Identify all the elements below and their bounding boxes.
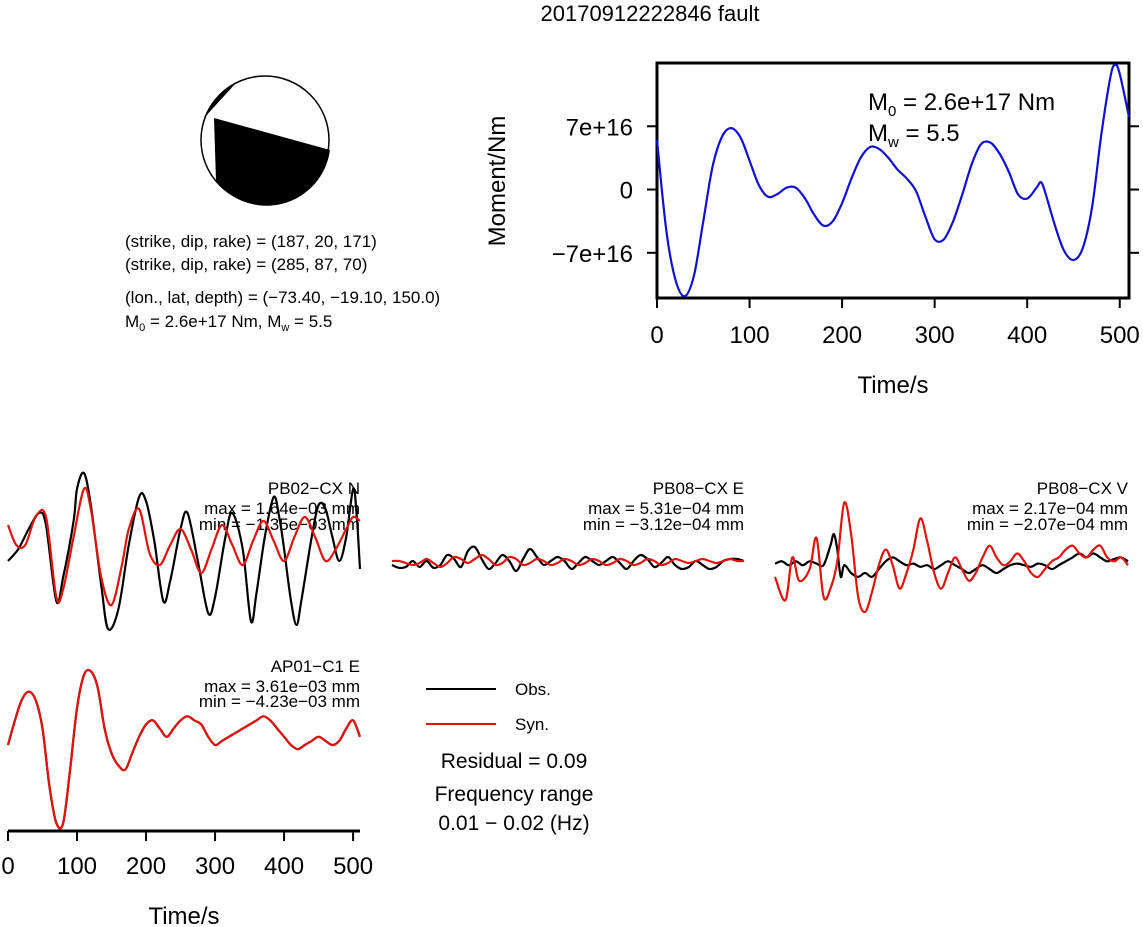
moment-rate-chart: 0 100 200 300 400 500 −7e+16 0 7e+16 Moment/Nm T…: [484, 61, 1140, 399]
moment-value: = 2.6e+17 Nm, M: [145, 312, 281, 331]
moment-ylabel: Moment/Nm: [484, 116, 511, 247]
frequency-range-title: Frequency range: [435, 783, 594, 806]
moment-x-tick-label: 100: [730, 322, 770, 349]
min-amplitude-label: min = −4.23e−03 mm: [199, 692, 360, 711]
waveform-panel-pb08-cx-e: PB08−CX E max = 5.31e−04 mm min = −3.12e…: [391, 479, 745, 573]
m0-value: = 2.6e+17 Nm: [896, 89, 1055, 116]
moment-xlabel: Time/s: [857, 372, 928, 399]
mw-prefix: M: [868, 120, 888, 147]
waveform-x-tick-label: 200: [126, 853, 166, 880]
beachball-compressional-wedge: [204, 84, 235, 118]
waveform-x-tick-label: 400: [264, 853, 304, 880]
moment-x-tick-label: 400: [1007, 322, 1047, 349]
moment-x-tick-label: 500: [1100, 322, 1140, 349]
max-amplitude-label: max = 5.31e−04 mm: [588, 499, 744, 518]
station-label: PB08−CX E: [653, 479, 744, 498]
station-label: AP01−C1 E: [271, 657, 360, 676]
synthetic-trace: [391, 553, 745, 569]
moment-x-tick-label: 0: [650, 322, 663, 349]
moment-prefix: M: [125, 312, 139, 331]
station-label: PB08−CX V: [1037, 479, 1129, 498]
waveform-x-tick-label: 500: [333, 853, 373, 880]
nodal-plane-2: (strike, dip, rake) = (285, 87, 70): [125, 255, 367, 274]
observed-trace: [7, 471, 362, 631]
legend-obs-label: Obs.: [515, 680, 551, 699]
magnitude-value: = 5.5: [289, 312, 332, 331]
m0-sub: 0: [888, 103, 896, 120]
synthetic-trace: [773, 501, 1129, 614]
waveform-panel-pb08-cx-v: PB08−CX V max = 2.17e−04 mm min = −2.07e…: [773, 479, 1129, 614]
max-amplitude-label: max = 2.17e−04 mm: [972, 499, 1128, 518]
station-label: PB02−CX N: [268, 479, 360, 498]
moment-magnitude-line: M0 = 2.6e+17 Nm, Mw = 5.5: [125, 312, 332, 334]
waveform-x-tick-label: 0: [1, 853, 14, 880]
frequency-range-value: 0.01 − 0.02 (Hz): [438, 812, 589, 835]
moment-y-tick-label: 0: [620, 178, 633, 205]
beachball-compressional-quadrant: [214, 118, 330, 206]
moment-sub: 0: [139, 322, 145, 334]
moment-chart-frame: [655, 61, 1131, 300]
moment-x-tick-label: 200: [822, 322, 862, 349]
legend-syn-label: Syn.: [515, 715, 549, 734]
nodal-plane-1: (strike, dip, rake) = (187, 20, 171): [125, 232, 377, 251]
min-amplitude-label: min = −2.07e−04 mm: [967, 515, 1128, 534]
waveform-xlabel: Time/s: [148, 903, 219, 927]
mw-value: = 5.5: [899, 120, 960, 147]
synthetic-trace: [6, 486, 361, 607]
observed-trace: [391, 545, 745, 573]
residual-label: Residual = 0.09: [441, 750, 588, 773]
waveform-x-tick-label: 100: [57, 853, 97, 880]
min-amplitude-label: min = −3.12e−04 mm: [583, 515, 744, 534]
observed-trace: [774, 532, 1129, 579]
m0-prefix: M: [868, 89, 888, 116]
focal-mechanism-beachball: [200, 75, 330, 206]
magnitude-sub: w: [280, 322, 289, 334]
waveform-x-tick-label: 300: [195, 853, 235, 880]
figure-title: 20170912222846 fault: [541, 1, 760, 26]
moment-y-tick-label: 7e+16: [566, 114, 633, 141]
mw-sub: w: [887, 134, 899, 151]
max-amplitude-label: max = 3.61e−03 mm: [204, 677, 360, 696]
moment-mw-annotation: Mw = 5.5: [868, 120, 960, 151]
moment-y-tick-label: −7e+16: [552, 241, 633, 268]
source-location: (lon., lat, depth) = (−73.40, −19.10, 15…: [125, 288, 440, 307]
moment-m0-annotation: M0 = 2.6e+17 Nm: [868, 89, 1055, 120]
moment-rate-line: [655, 63, 1131, 298]
moment-x-tick-label: 300: [915, 322, 955, 349]
synthetic-trace: [6, 668, 362, 830]
waveform-panel-pb02-cx-n: PB02−CX N max = 1.64e−03 mm min = −1.35e…: [6, 471, 362, 631]
waveform-panel-ap01-c1-e: AP01−C1 E max = 3.61e−03 mm min = −4.23e…: [1, 657, 373, 927]
waveform-legend: Obs. Syn. Residual = 0.09 Frequency rang…: [426, 680, 593, 835]
